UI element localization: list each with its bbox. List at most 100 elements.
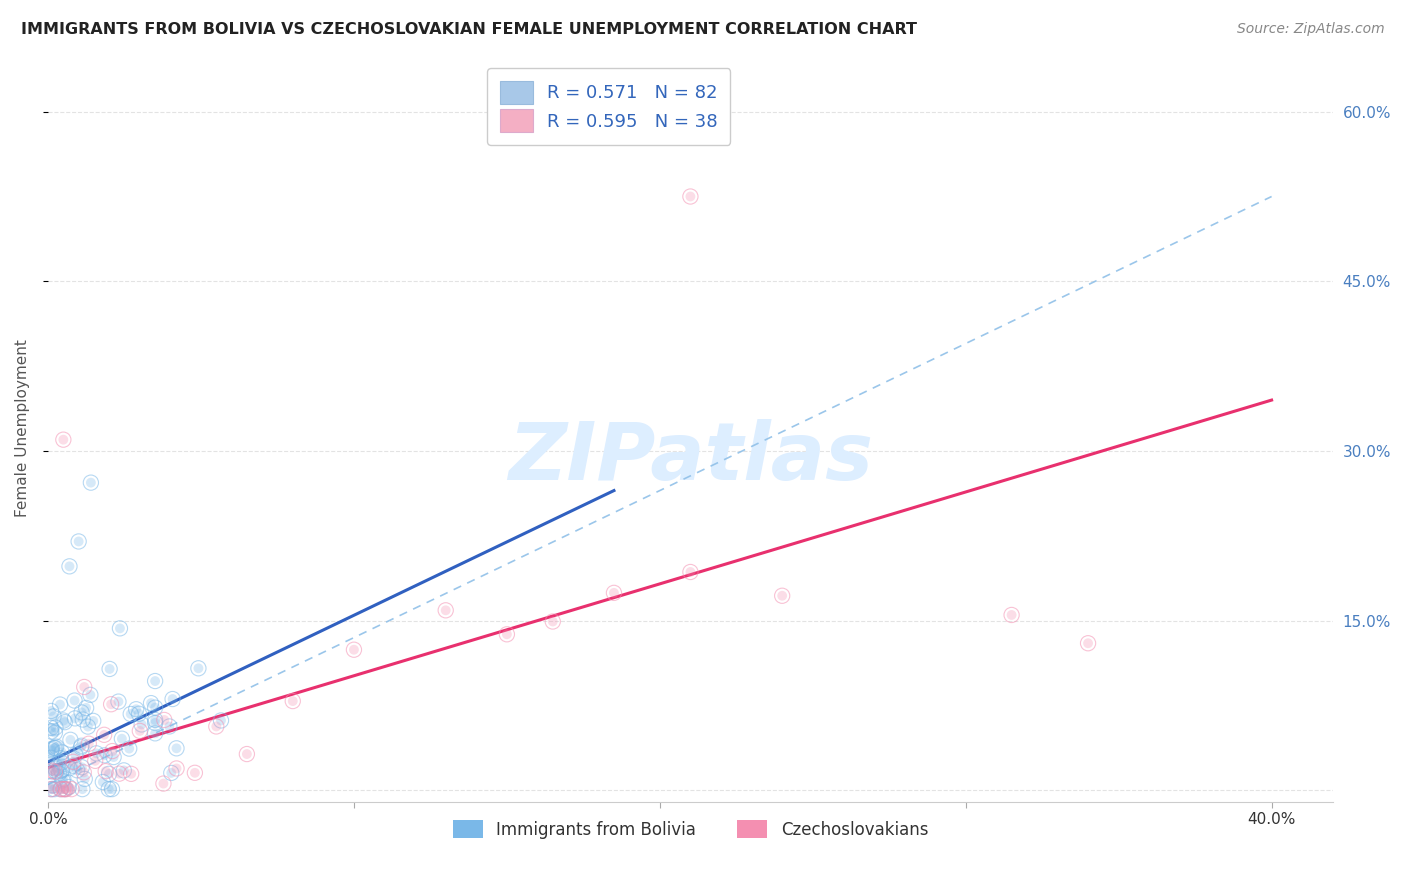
Point: [143, 713, 166, 727]
Point: [152, 776, 174, 790]
Point: [39, 724, 62, 739]
Point: [45, 764, 67, 779]
Point: [39, 743, 62, 757]
Point: [51, 773, 73, 788]
Point: [49, 698, 72, 712]
Point: [98, 767, 121, 781]
Point: [44, 741, 66, 756]
Point: [42, 709, 65, 723]
Point: [77, 737, 100, 751]
Point: [44, 721, 66, 735]
Point: [143, 673, 166, 688]
Point: [41, 782, 63, 797]
Point: [66, 764, 89, 778]
Point: [44, 725, 66, 739]
Point: [63, 711, 86, 725]
Point: [52, 772, 75, 786]
Point: [44, 764, 66, 779]
Point: [52, 782, 75, 797]
Point: [1000, 607, 1022, 622]
Point: [75, 701, 97, 715]
Point: [45, 739, 67, 754]
Point: [44, 725, 66, 739]
Point: [128, 723, 150, 738]
Point: [51, 764, 73, 778]
Point: [143, 673, 166, 688]
Point: [103, 750, 125, 764]
Point: [80, 475, 103, 490]
Point: [434, 603, 457, 617]
Point: [281, 694, 304, 708]
Point: [343, 642, 366, 657]
Point: [93, 728, 115, 742]
Point: [39, 721, 62, 735]
Point: [67, 534, 90, 549]
Point: [62, 759, 84, 773]
Point: [120, 706, 142, 721]
Point: [343, 642, 366, 657]
Point: [44, 721, 66, 735]
Point: [101, 744, 124, 758]
Point: [205, 719, 228, 733]
Point: [70, 706, 93, 720]
Point: [73, 765, 96, 780]
Point: [139, 696, 162, 710]
Point: [98, 767, 121, 781]
Point: [236, 747, 259, 761]
Point: [58, 761, 80, 775]
Point: [49, 782, 72, 797]
Point: [70, 740, 93, 755]
Point: [73, 772, 96, 786]
Point: [63, 693, 86, 707]
Point: [679, 189, 702, 203]
Point: [120, 767, 142, 781]
Point: [157, 719, 180, 733]
Point: [53, 715, 76, 730]
Point: [51, 745, 73, 759]
Point: [77, 720, 100, 734]
Point: [41, 782, 63, 797]
Point: [1077, 636, 1099, 650]
Point: [51, 773, 73, 788]
Point: [39, 782, 62, 797]
Point: [63, 693, 86, 707]
Point: [45, 739, 67, 754]
Point: [41, 764, 63, 778]
Point: [111, 731, 134, 746]
Point: [66, 764, 89, 778]
Point: [65, 747, 87, 762]
Point: [108, 766, 131, 780]
Point: [1000, 607, 1022, 622]
Point: [70, 706, 93, 720]
Point: [51, 745, 73, 759]
Point: [153, 713, 176, 727]
Point: [49, 782, 72, 797]
Point: [45, 762, 67, 776]
Point: [82, 714, 104, 728]
Point: [120, 706, 142, 721]
Point: [67, 534, 90, 549]
Point: [51, 756, 73, 770]
Point: [157, 719, 180, 733]
Point: [52, 433, 75, 447]
Point: [97, 782, 120, 797]
Point: [49, 698, 72, 712]
Point: [93, 728, 115, 742]
Point: [44, 782, 66, 797]
Point: [41, 742, 63, 756]
Point: [209, 714, 232, 728]
Point: [44, 741, 66, 756]
Point: [52, 714, 75, 728]
Point: [77, 720, 100, 734]
Point: [62, 759, 84, 773]
Point: [49, 782, 72, 797]
Point: [143, 700, 166, 714]
Point: [679, 189, 702, 203]
Point: [770, 589, 793, 603]
Point: [52, 782, 75, 797]
Point: [93, 748, 115, 763]
Point: [187, 661, 209, 675]
Point: [58, 780, 80, 794]
Point: [166, 762, 188, 776]
Point: [131, 717, 153, 731]
